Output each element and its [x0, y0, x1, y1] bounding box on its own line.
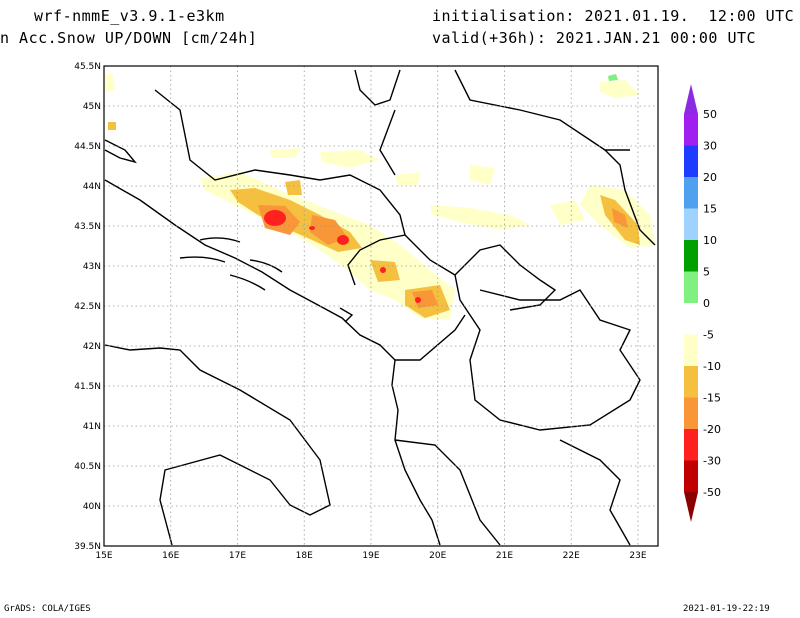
- lon-tick-label: 16E: [162, 551, 179, 561]
- lon-tick-label: 23E: [629, 551, 646, 561]
- lon-tick-label: 20E: [429, 551, 446, 561]
- lat-tick-label: 43N: [83, 262, 101, 272]
- colorbar-swatch: [684, 271, 698, 303]
- colorbar-label: -30: [703, 455, 721, 468]
- colorbar-swatch: [684, 334, 698, 366]
- colorbar-label: 30: [703, 140, 717, 153]
- lon-tick-label: 18E: [296, 551, 313, 561]
- lat-lon-grid: [104, 66, 658, 546]
- colorbar-label: -15: [703, 392, 721, 405]
- colorbar-label: -5: [703, 329, 714, 342]
- lat-tick-labels: 39.5N 40N 40.5N 41N 41.5N 42N 42.5N 43N 43.5N 44N…: [74, 62, 101, 552]
- colorbar-swatch: [684, 177, 698, 209]
- colorbar-swatch: [684, 208, 698, 240]
- colorbar-bottom-arrow: [684, 492, 698, 522]
- field-title: n Acc.Snow UP/DOWN [cm/24h]: [0, 29, 258, 47]
- lat-tick-label: 45.5N: [74, 62, 101, 72]
- colorbar-label: 0: [703, 297, 710, 310]
- lat-tick-label: 42N: [83, 342, 101, 352]
- lat-tick-label: 44.5N: [74, 142, 101, 152]
- colorbar-label: 10: [703, 234, 717, 247]
- lon-tick-label: 17E: [229, 551, 246, 561]
- colorbar-label: -50: [703, 486, 721, 499]
- map-frame: [103, 65, 659, 547]
- colorbar-label: 50: [703, 108, 717, 121]
- coastline-border-layer: [104, 69, 656, 546]
- lon-tick-label: 22E: [563, 551, 580, 561]
- lat-tick-label: 40.5N: [74, 462, 101, 472]
- valid-time: valid(+36h): 2021.JAN.21 00:00 UTC: [432, 29, 757, 47]
- grads-credit: GrADS: COLA/IGES: [4, 604, 91, 614]
- colorbar-label: -10: [703, 360, 721, 373]
- colorbar-swatch: [684, 240, 698, 272]
- colorbar-top-arrow: [684, 84, 698, 114]
- colorbar-swatch: [684, 114, 698, 146]
- snow-field-layer: [105, 72, 655, 320]
- colorbar-label: 15: [703, 203, 717, 216]
- lat-tick-label: 45N: [83, 102, 101, 112]
- lat-tick-label: 42.5N: [74, 302, 101, 312]
- lon-tick-label: 15E: [95, 551, 112, 561]
- lat-tick-label: 44N: [83, 182, 101, 192]
- colorbar-label: -20: [703, 423, 721, 436]
- lon-tick-label: 21E: [496, 551, 513, 561]
- lat-tick-label: 41.5N: [74, 382, 101, 392]
- init-time: initialisation: 2021.01.19. 12:00 UTC: [432, 7, 795, 25]
- lat-tick-label: 43.5N: [74, 222, 101, 232]
- lat-tick-label: 39.5N: [74, 542, 101, 552]
- colorbar-swatch: [684, 366, 698, 398]
- colorbar-swatch: [684, 429, 698, 461]
- lat-tick-label: 41N: [83, 422, 101, 432]
- lat-tick-label: 40N: [83, 502, 101, 512]
- colorbar-swatch: [684, 145, 698, 177]
- model-title: wrf-nmmE_v3.9.1-e3km: [34, 7, 225, 25]
- colorbar-swatch: [684, 460, 698, 492]
- colorbar-label: 5: [703, 266, 710, 279]
- colorbar-swatch: [684, 397, 698, 429]
- colorbar-swatch: [684, 303, 698, 335]
- colorbar-label: 20: [703, 171, 717, 184]
- lon-tick-label: 19E: [362, 551, 379, 561]
- plot-timestamp: 2021-01-19-22:19: [683, 604, 770, 614]
- lon-tick-labels: 15E 16E 17E 18E 19E 20E 21E 22E 23E: [95, 551, 646, 561]
